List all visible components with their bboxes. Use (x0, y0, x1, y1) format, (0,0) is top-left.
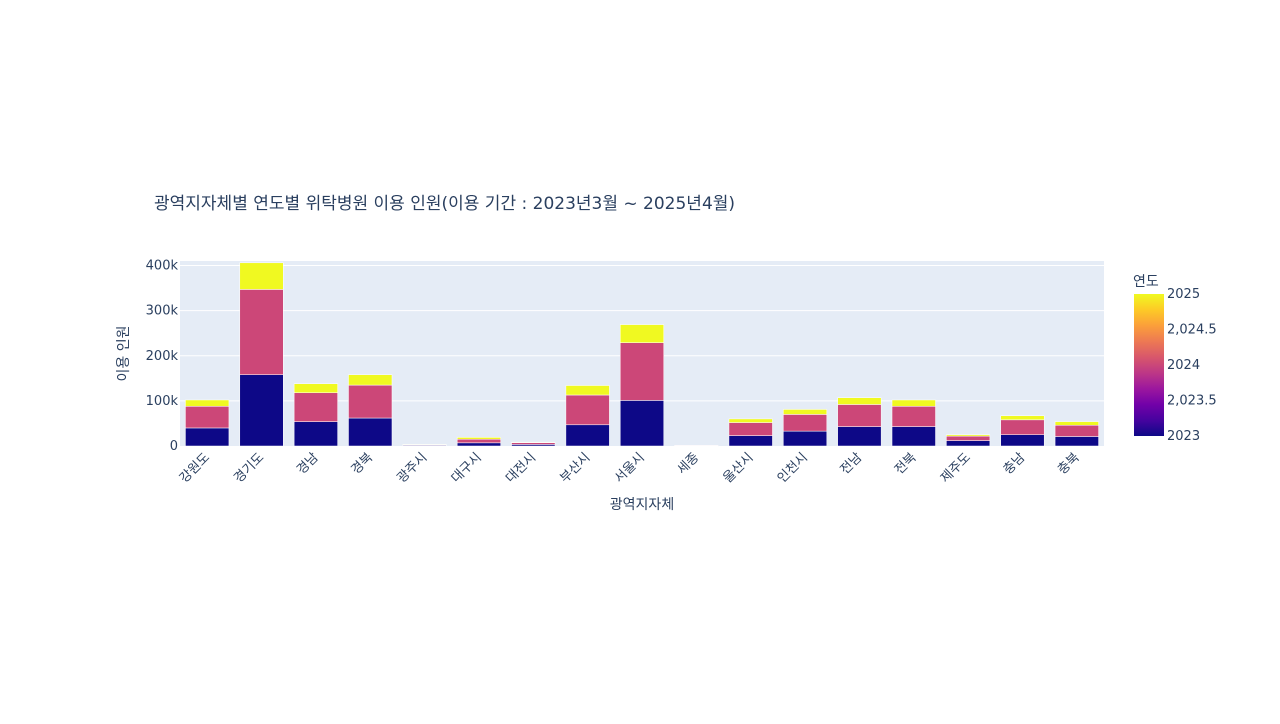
bar-segment-2024 (348, 384, 393, 419)
bar-segment-2024 (783, 414, 828, 432)
y-tick-label: 400k (146, 259, 179, 274)
bar-segment-2024 (674, 445, 719, 447)
bar-segment-2023 (1054, 436, 1099, 447)
y-tick-label: 200k (146, 349, 179, 364)
x-tick-label: 세종 (675, 450, 703, 478)
colorbar-tick-label: 2,024.5 (1167, 323, 1217, 338)
y-axis-ticks: 0 100k 200k 300k 400k (146, 259, 179, 454)
bar-segment-2025 (402, 444, 447, 446)
bar-segment-2025 (185, 399, 230, 407)
bar-segment-2023 (783, 430, 828, 447)
bar-segment-2023 (1000, 434, 1045, 447)
x-tick-label: 전북 (892, 450, 920, 478)
bar-segment-2023 (946, 440, 991, 447)
bar-segment-2023 (456, 442, 501, 447)
bar-segment-2025 (891, 399, 936, 407)
bar-segment-2024 (728, 422, 773, 436)
bar-segment-2023 (293, 421, 338, 447)
bar-segment-2025 (946, 434, 991, 437)
bar-segment-2023 (348, 417, 393, 447)
bars (185, 262, 1099, 447)
bar-segment-2024 (239, 289, 284, 375)
bar-segment-2023 (185, 427, 230, 447)
x-tick-label: 강원도 (177, 450, 213, 486)
bar-segment-2025 (783, 409, 828, 415)
bar-segment-2025 (293, 383, 338, 394)
colorbar-tick-label: 2,023.5 (1167, 394, 1217, 409)
x-axis-label: 광역지자체 (610, 497, 674, 513)
x-tick-label: 부산시 (557, 450, 593, 486)
y-tick-label: 300k (146, 304, 179, 319)
chart-title: 광역지자체별 연도별 위탁병원 이용 인원(이용 기간 : 2023년3월 ~ … (154, 194, 735, 214)
bar-segment-2025 (1054, 421, 1099, 426)
bar-segment-2023 (728, 435, 773, 447)
bar-segment-2024 (1054, 424, 1099, 437)
x-tick-label: 광주시 (394, 450, 430, 486)
bar-segment-2024 (1000, 419, 1045, 435)
bar-segment-2024 (946, 435, 991, 441)
bar-segment-2025 (565, 385, 610, 396)
bar-segment-2023 (620, 400, 664, 447)
bar-segment-2024 (565, 394, 610, 426)
x-axis-ticks: 강원도 경기도 경남 경북 광주시 대구시 대전시 부산시 서울시 세종 울산시 인천시 전남 전북 제주도… (177, 450, 1083, 486)
x-tick-label: 대구시 (449, 450, 485, 486)
x-tick-label: 충남 (1001, 450, 1029, 478)
x-tick-label: 충북 (1055, 450, 1083, 478)
x-tick-label: 경기도 (231, 450, 267, 486)
bar-segment-2025 (239, 262, 284, 290)
x-tick-label: 대전시 (503, 450, 539, 486)
x-tick-label: 서울시 (612, 450, 648, 486)
colorbar (1134, 294, 1164, 436)
x-tick-label: 울산시 (721, 450, 757, 486)
colorbar-ticks: 2023 2,023.5 2024 2,024.5 2025 (1167, 287, 1217, 444)
bar-segment-2023 (239, 374, 284, 447)
bar-segment-2024 (891, 406, 936, 427)
bar-segment-2025 (456, 437, 501, 440)
bar-segment-2024 (456, 438, 501, 444)
bar-segment-2024 (185, 406, 230, 429)
colorbar-tick-label: 2025 (1167, 287, 1200, 302)
y-axis-label: 이용 인원 (116, 326, 132, 382)
bar-segment-2025 (837, 397, 882, 405)
colorbar-tick-label: 2024 (1167, 358, 1200, 373)
x-tick-label: 전남 (838, 450, 866, 478)
bar-segment-2025 (348, 374, 393, 386)
bar-segment-2025 (728, 418, 773, 423)
y-tick-label: 0 (170, 439, 178, 454)
x-tick-label: 경북 (349, 450, 377, 478)
colorbar-title: 연도 (1133, 274, 1159, 290)
bar-segment-2023 (837, 426, 882, 447)
bar-segment-2025 (620, 324, 664, 343)
bar-segment-2023 (891, 426, 936, 447)
x-tick-label: 경남 (294, 450, 322, 478)
colorbar-tick-label: 2023 (1167, 429, 1200, 444)
bar-segment-2024 (293, 392, 338, 422)
bar-segment-2024 (620, 342, 664, 401)
x-tick-label: 제주도 (938, 450, 974, 486)
bar-segment-2024 (837, 404, 882, 427)
x-tick-label: 인천시 (775, 450, 811, 486)
y-tick-label: 100k (146, 394, 179, 409)
bar-segment-2023 (565, 424, 610, 447)
bar-segment-2025 (1000, 415, 1045, 421)
bar-segment-2025 (511, 441, 556, 443)
